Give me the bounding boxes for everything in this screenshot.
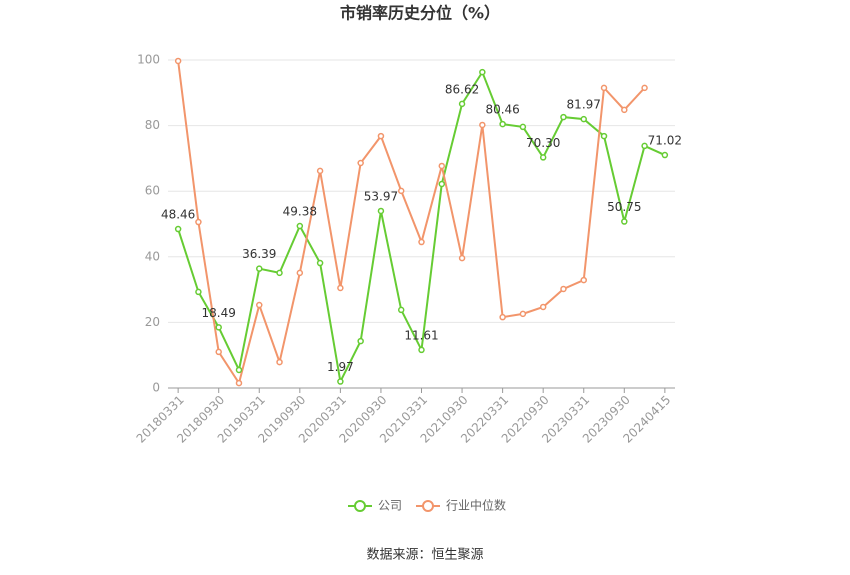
data-point [641, 84, 648, 92]
y-tick-label: 60 [145, 184, 160, 198]
data-label: 80.46 [485, 103, 519, 117]
data-point [621, 106, 628, 114]
data-point [499, 313, 506, 321]
data-point [479, 121, 486, 129]
data-point [499, 120, 506, 128]
data-point [580, 115, 587, 123]
data-point [296, 222, 304, 230]
data-point [235, 366, 243, 374]
data-point [458, 100, 466, 108]
data-label: 48.46 [161, 208, 195, 222]
data-label: 50.75 [607, 200, 641, 214]
data-point [479, 68, 486, 76]
data-point [215, 324, 222, 331]
data-point [296, 269, 304, 277]
data-point [438, 162, 446, 170]
y-tick-label: 100 [137, 53, 160, 67]
data-label: 71.02 [648, 134, 682, 148]
data-label: 36.39 [242, 247, 276, 261]
data-point [195, 218, 202, 226]
series-line [177, 60, 646, 386]
data-point [580, 276, 587, 284]
data-point [397, 306, 405, 314]
data-point [357, 159, 364, 167]
data-point [174, 225, 182, 233]
data-label: 70.30 [526, 136, 560, 150]
data-point [397, 187, 405, 195]
data-point [641, 142, 648, 150]
data-point [337, 378, 344, 385]
data-point [418, 238, 425, 246]
data-point [539, 303, 547, 311]
data-point [438, 180, 446, 188]
y-tick-label: 0 [152, 381, 160, 395]
data-point [418, 346, 425, 354]
data-point [256, 301, 263, 309]
data-point [519, 310, 527, 318]
data-label: 49.38 [283, 205, 317, 219]
data-point [458, 254, 466, 262]
data-point [621, 218, 628, 225]
data-point [316, 259, 324, 267]
legend-label: 行业中位数 [446, 498, 506, 513]
data-point [600, 84, 608, 92]
y-tick-label: 80 [145, 118, 160, 132]
data-point [215, 348, 222, 356]
data-point [235, 379, 243, 387]
data-point [560, 113, 567, 121]
data-point [600, 132, 608, 140]
data-point [174, 57, 182, 65]
legend-label: 公司 [378, 499, 402, 513]
legend-marker [422, 500, 434, 512]
data-point [661, 151, 669, 159]
y-tick-label: 20 [145, 315, 160, 329]
data-point [377, 207, 385, 215]
data-point [377, 132, 385, 140]
data-point [276, 358, 283, 366]
data-label: 81.97 [567, 98, 601, 112]
data-point [337, 284, 344, 292]
data-label: 18.49 [202, 306, 236, 320]
data-point [195, 288, 202, 296]
data-label: 86.62 [445, 82, 479, 96]
legend-marker [354, 500, 366, 512]
source: 数据来源：恒生聚源 [366, 548, 483, 563]
data-point [519, 123, 527, 131]
chart-title: 市销率历史分位（%） [340, 4, 500, 23]
data-point [256, 265, 263, 272]
data-point [539, 154, 547, 161]
data-label: 11.61 [404, 328, 438, 342]
data-label: 53.97 [364, 189, 398, 203]
data-point [316, 167, 324, 175]
data-label: 1.97 [327, 360, 354, 374]
data-point [560, 285, 567, 293]
data-point [276, 269, 283, 277]
y-tick-label: 40 [145, 249, 160, 263]
data-point [357, 337, 364, 345]
